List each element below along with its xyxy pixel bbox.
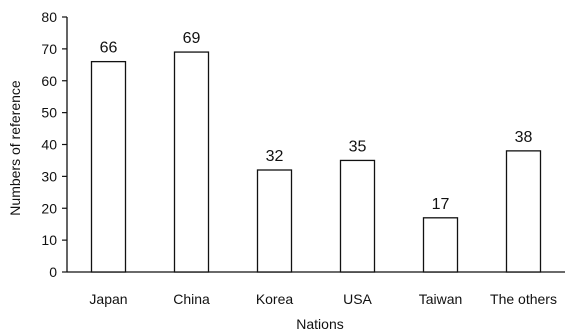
bar-japan	[90, 60, 127, 273]
y-tick-label: 20	[41, 200, 57, 216]
data-label: 17	[432, 196, 450, 213]
data-label: 38	[515, 129, 533, 146]
x-axis-title: Nations	[296, 316, 343, 332]
x-tick-label: USA	[343, 291, 372, 307]
bar-usa	[339, 159, 376, 273]
bar-the-others	[505, 150, 542, 273]
x-tick-label: The others	[490, 291, 557, 307]
y-tick-label: 30	[41, 168, 57, 184]
y-tick-label: 0	[49, 264, 57, 280]
y-axis-title: Numbers of reference	[7, 80, 23, 216]
bar-korea	[256, 169, 293, 273]
y-tick-label: 50	[41, 105, 57, 121]
y-tick-label: 60	[41, 73, 57, 89]
x-tick-label: Korea	[256, 291, 294, 307]
y-tick-label: 40	[41, 137, 57, 153]
bars: 66 69 32 35 17 38	[90, 30, 542, 273]
x-tick-label: China	[173, 291, 210, 307]
data-label: 66	[100, 40, 118, 57]
axes	[66, 17, 565, 273]
y-axis-ticks: 0 10 20 30 40 50 60 70 80	[41, 9, 67, 280]
x-tick-label: Japan	[89, 291, 127, 307]
bar-taiwan	[422, 217, 459, 273]
data-label: 69	[183, 30, 201, 47]
y-tick-label: 70	[41, 41, 57, 57]
data-label: 35	[349, 138, 367, 155]
data-label: 32	[266, 148, 284, 165]
y-tick-label: 10	[41, 232, 57, 248]
y-tick-label: 80	[41, 9, 57, 25]
bar-china	[173, 51, 210, 273]
x-axis-category-labels: Japan China Korea USA Taiwan The others	[89, 291, 557, 307]
x-tick-label: Taiwan	[419, 291, 463, 307]
